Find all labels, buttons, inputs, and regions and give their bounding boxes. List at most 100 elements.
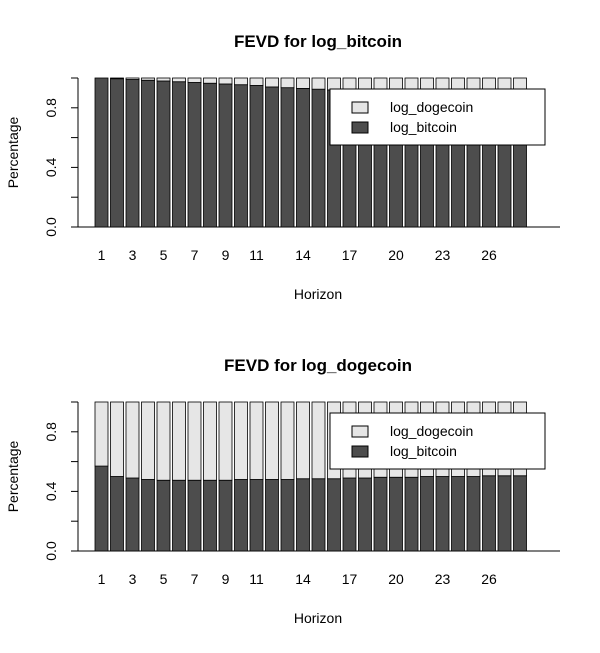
bar-log-bitcoin [389,476,403,552]
bar-log-bitcoin [125,477,140,552]
x-tick-label: 20 [388,247,404,263]
bar-log-dogecoin [280,77,295,89]
bar-log-bitcoin [296,88,310,228]
bar-log-bitcoin [311,478,326,552]
bar-log-bitcoin [342,477,357,552]
x-tick-label: 20 [388,571,404,587]
x-tick-label: 11 [249,571,264,587]
x-tick-label: 3 [129,247,137,263]
legend-swatch-log-bitcoin [351,121,369,134]
bar-log-dogecoin [141,77,155,81]
x-tick-label: 14 [295,571,311,587]
bar-log-bitcoin [451,476,465,552]
bar-log-bitcoin [234,84,248,228]
bar-log-dogecoin [94,401,109,467]
bar-log-dogecoin [234,401,248,480]
bar-log-bitcoin [94,77,109,228]
legend-box [329,412,546,470]
bar-log-bitcoin [249,479,264,552]
x-tick-label: 7 [191,247,199,263]
bar-log-dogecoin [327,77,341,91]
x-tick-label: 5 [160,247,168,263]
bar-log-bitcoin [110,476,124,552]
y-tick-label: 0.0 [43,217,59,237]
bar-log-bitcoin [141,79,155,228]
bar-log-bitcoin [218,479,233,552]
chart-title: FEVD for log_bitcoin [234,32,402,51]
bar-log-dogecoin [296,77,310,89]
bar-log-dogecoin [187,77,202,83]
bar-log-bitcoin [141,479,155,552]
bar-log-bitcoin [280,479,295,552]
x-tick-label: 7 [191,571,199,587]
bar-log-bitcoin [172,479,186,552]
bar-log-bitcoin [249,85,264,228]
x-tick-label: 17 [342,247,358,263]
chart-title: FEVD for log_dogecoin [224,356,412,375]
x-tick-label: 17 [342,571,358,587]
bar-log-bitcoin [94,465,109,552]
bar-log-bitcoin [373,476,388,552]
bar-log-bitcoin [420,476,434,552]
x-axis-label: Horizon [294,610,342,626]
bar-log-dogecoin [296,401,310,480]
legend-swatch-log-dogecoin [351,425,369,438]
bar-log-dogecoin [218,77,233,85]
bar-log-bitcoin [466,476,481,552]
bar-log-bitcoin [203,82,217,228]
legend: log_dogecoin log_bitcoin [329,412,546,470]
bar-log-bitcoin [513,475,527,552]
bar-log-bitcoin [404,476,419,552]
y-axis-label: Percentage [5,440,21,512]
legend: log_dogecoin log_bitcoin [329,88,546,146]
bar-log-bitcoin [110,78,124,228]
bar-log-bitcoin [234,479,248,552]
legend-swatch-log-dogecoin [351,101,369,114]
y-tick-label: 0.8 [43,98,59,118]
bar-log-dogecoin [203,77,217,84]
bar-log-bitcoin [265,86,279,228]
y-tick-label: 0.0 [43,541,59,561]
bar-log-dogecoin [249,77,264,86]
x-tick-label: 26 [481,571,497,587]
legend-label-log-dogecoin: log_dogecoin [390,423,473,439]
bar-log-dogecoin [280,401,295,480]
x-tick-label: 1 [98,571,106,587]
bar-log-bitcoin [156,479,171,552]
y-tick-label: 0.8 [43,422,59,442]
bar-log-bitcoin [203,479,217,552]
bar-log-bitcoin [435,476,450,552]
legend-label-log-bitcoin: log_bitcoin [390,119,457,135]
legend-swatch-log-bitcoin [351,445,369,458]
bar-log-dogecoin [203,401,217,481]
bar-log-dogecoin [311,401,326,480]
bar-log-dogecoin [265,77,279,88]
bar-log-bitcoin [265,479,279,552]
bar-log-bitcoin [296,478,310,552]
bar-log-dogecoin [125,401,140,479]
bar-log-bitcoin [125,79,140,228]
chart-panel-2: FEVD for log_dogecoin 0.0 0.4 0.8 Percentage… [5,356,560,626]
bar-log-bitcoin [358,477,372,552]
bar-log-bitcoin [187,82,202,228]
x-tick-label: 11 [249,247,264,263]
x-tick-label: 23 [435,571,451,587]
x-axis-label: Horizon [294,286,342,302]
x-tick-label: 9 [222,247,230,263]
bar-log-dogecoin [141,401,155,480]
bar-log-bitcoin [187,479,202,552]
x-tick-label: 1 [98,247,106,263]
x-tick-label: 23 [435,247,451,263]
bar-log-dogecoin [234,77,248,86]
x-tick-label: 14 [295,247,311,263]
legend-box [329,88,546,146]
y-tick-label: 0.4 [43,157,59,177]
bar-log-bitcoin [156,80,171,228]
bar-log-dogecoin [187,401,202,481]
legend-label-log-dogecoin: log_dogecoin [390,99,473,115]
x-tick-label: 9 [222,571,230,587]
bar-log-dogecoin [110,77,124,80]
bar-log-dogecoin [265,401,279,480]
bar-log-dogecoin [172,77,186,83]
